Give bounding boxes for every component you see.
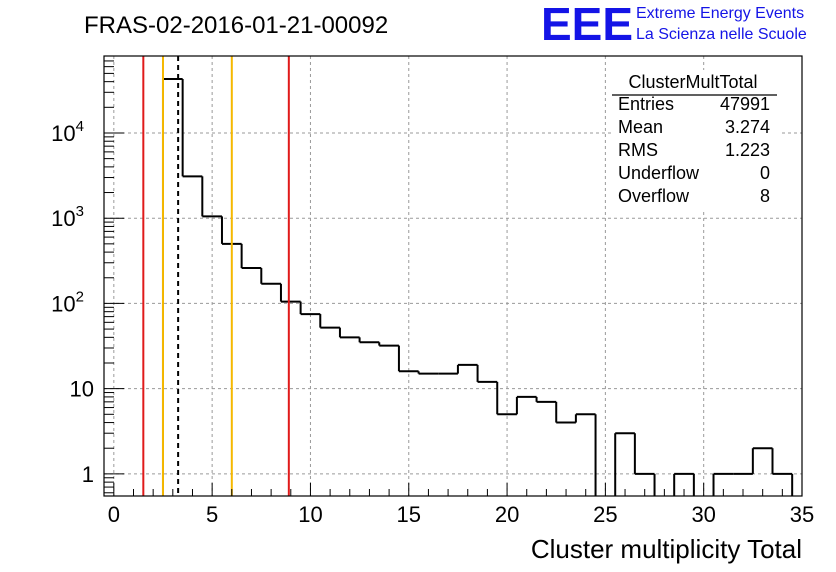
x-tick-label: 35 <box>790 502 814 527</box>
x-axis-title: Cluster multiplicity Total <box>531 534 802 564</box>
x-tick-label: 20 <box>495 502 519 527</box>
stats-label: Underflow <box>618 163 700 183</box>
y-tick-label: 103 <box>51 203 84 231</box>
x-axis: 0 5 10 15 20 25 30 35 <box>108 483 814 527</box>
grid <box>104 56 803 496</box>
eee-logo: EEE Extreme Energy Events La Scienza nel… <box>541 0 807 50</box>
stats-value: 8 <box>760 186 770 206</box>
cut-lines <box>142 56 290 496</box>
logo-line-2: La Scienza nelle Scuole <box>636 26 807 43</box>
x-tick-label: 5 <box>206 502 218 527</box>
stats-label: Mean <box>618 117 663 137</box>
stats-box: ClusterMultTotal Entries 47991 Mean 3.274 RM… <box>612 70 782 210</box>
stats-background <box>612 70 782 210</box>
y-tick-label: 10 <box>70 377 94 402</box>
stats-value: 47991 <box>720 94 770 114</box>
stats-label: Entries <box>618 94 674 114</box>
stats-title: ClusterMultTotal <box>628 72 757 92</box>
stats-rows: Entries 47991 Mean 3.274 RMS 1.223 Underflow 0 O… <box>618 94 770 206</box>
x-tick-label: 30 <box>691 502 715 527</box>
x-tick-label: 25 <box>593 502 617 527</box>
plot-frame <box>103 55 803 497</box>
x-tick-label: 10 <box>298 502 322 527</box>
stats-value: 3.274 <box>725 117 770 137</box>
stats-value: 1.223 <box>725 140 770 160</box>
logo-mark: EEE <box>541 0 633 50</box>
y-tick-label: 104 <box>51 118 84 146</box>
y-tick-label: 1 <box>82 462 94 487</box>
chart-title: FRAS-02-2016-01-21-00092 <box>84 12 388 39</box>
y-axis: 1 10 102 103 104 <box>51 55 124 494</box>
stats-label: Overflow <box>618 186 690 206</box>
stats-value: 0 <box>760 163 770 183</box>
x-tick-label: 15 <box>397 502 421 527</box>
x-tick-label: 0 <box>108 502 120 527</box>
y-tick-label: 102 <box>51 288 84 316</box>
stats-label: RMS <box>618 140 658 160</box>
logo-line-1: Extreme Energy Events <box>636 5 804 22</box>
